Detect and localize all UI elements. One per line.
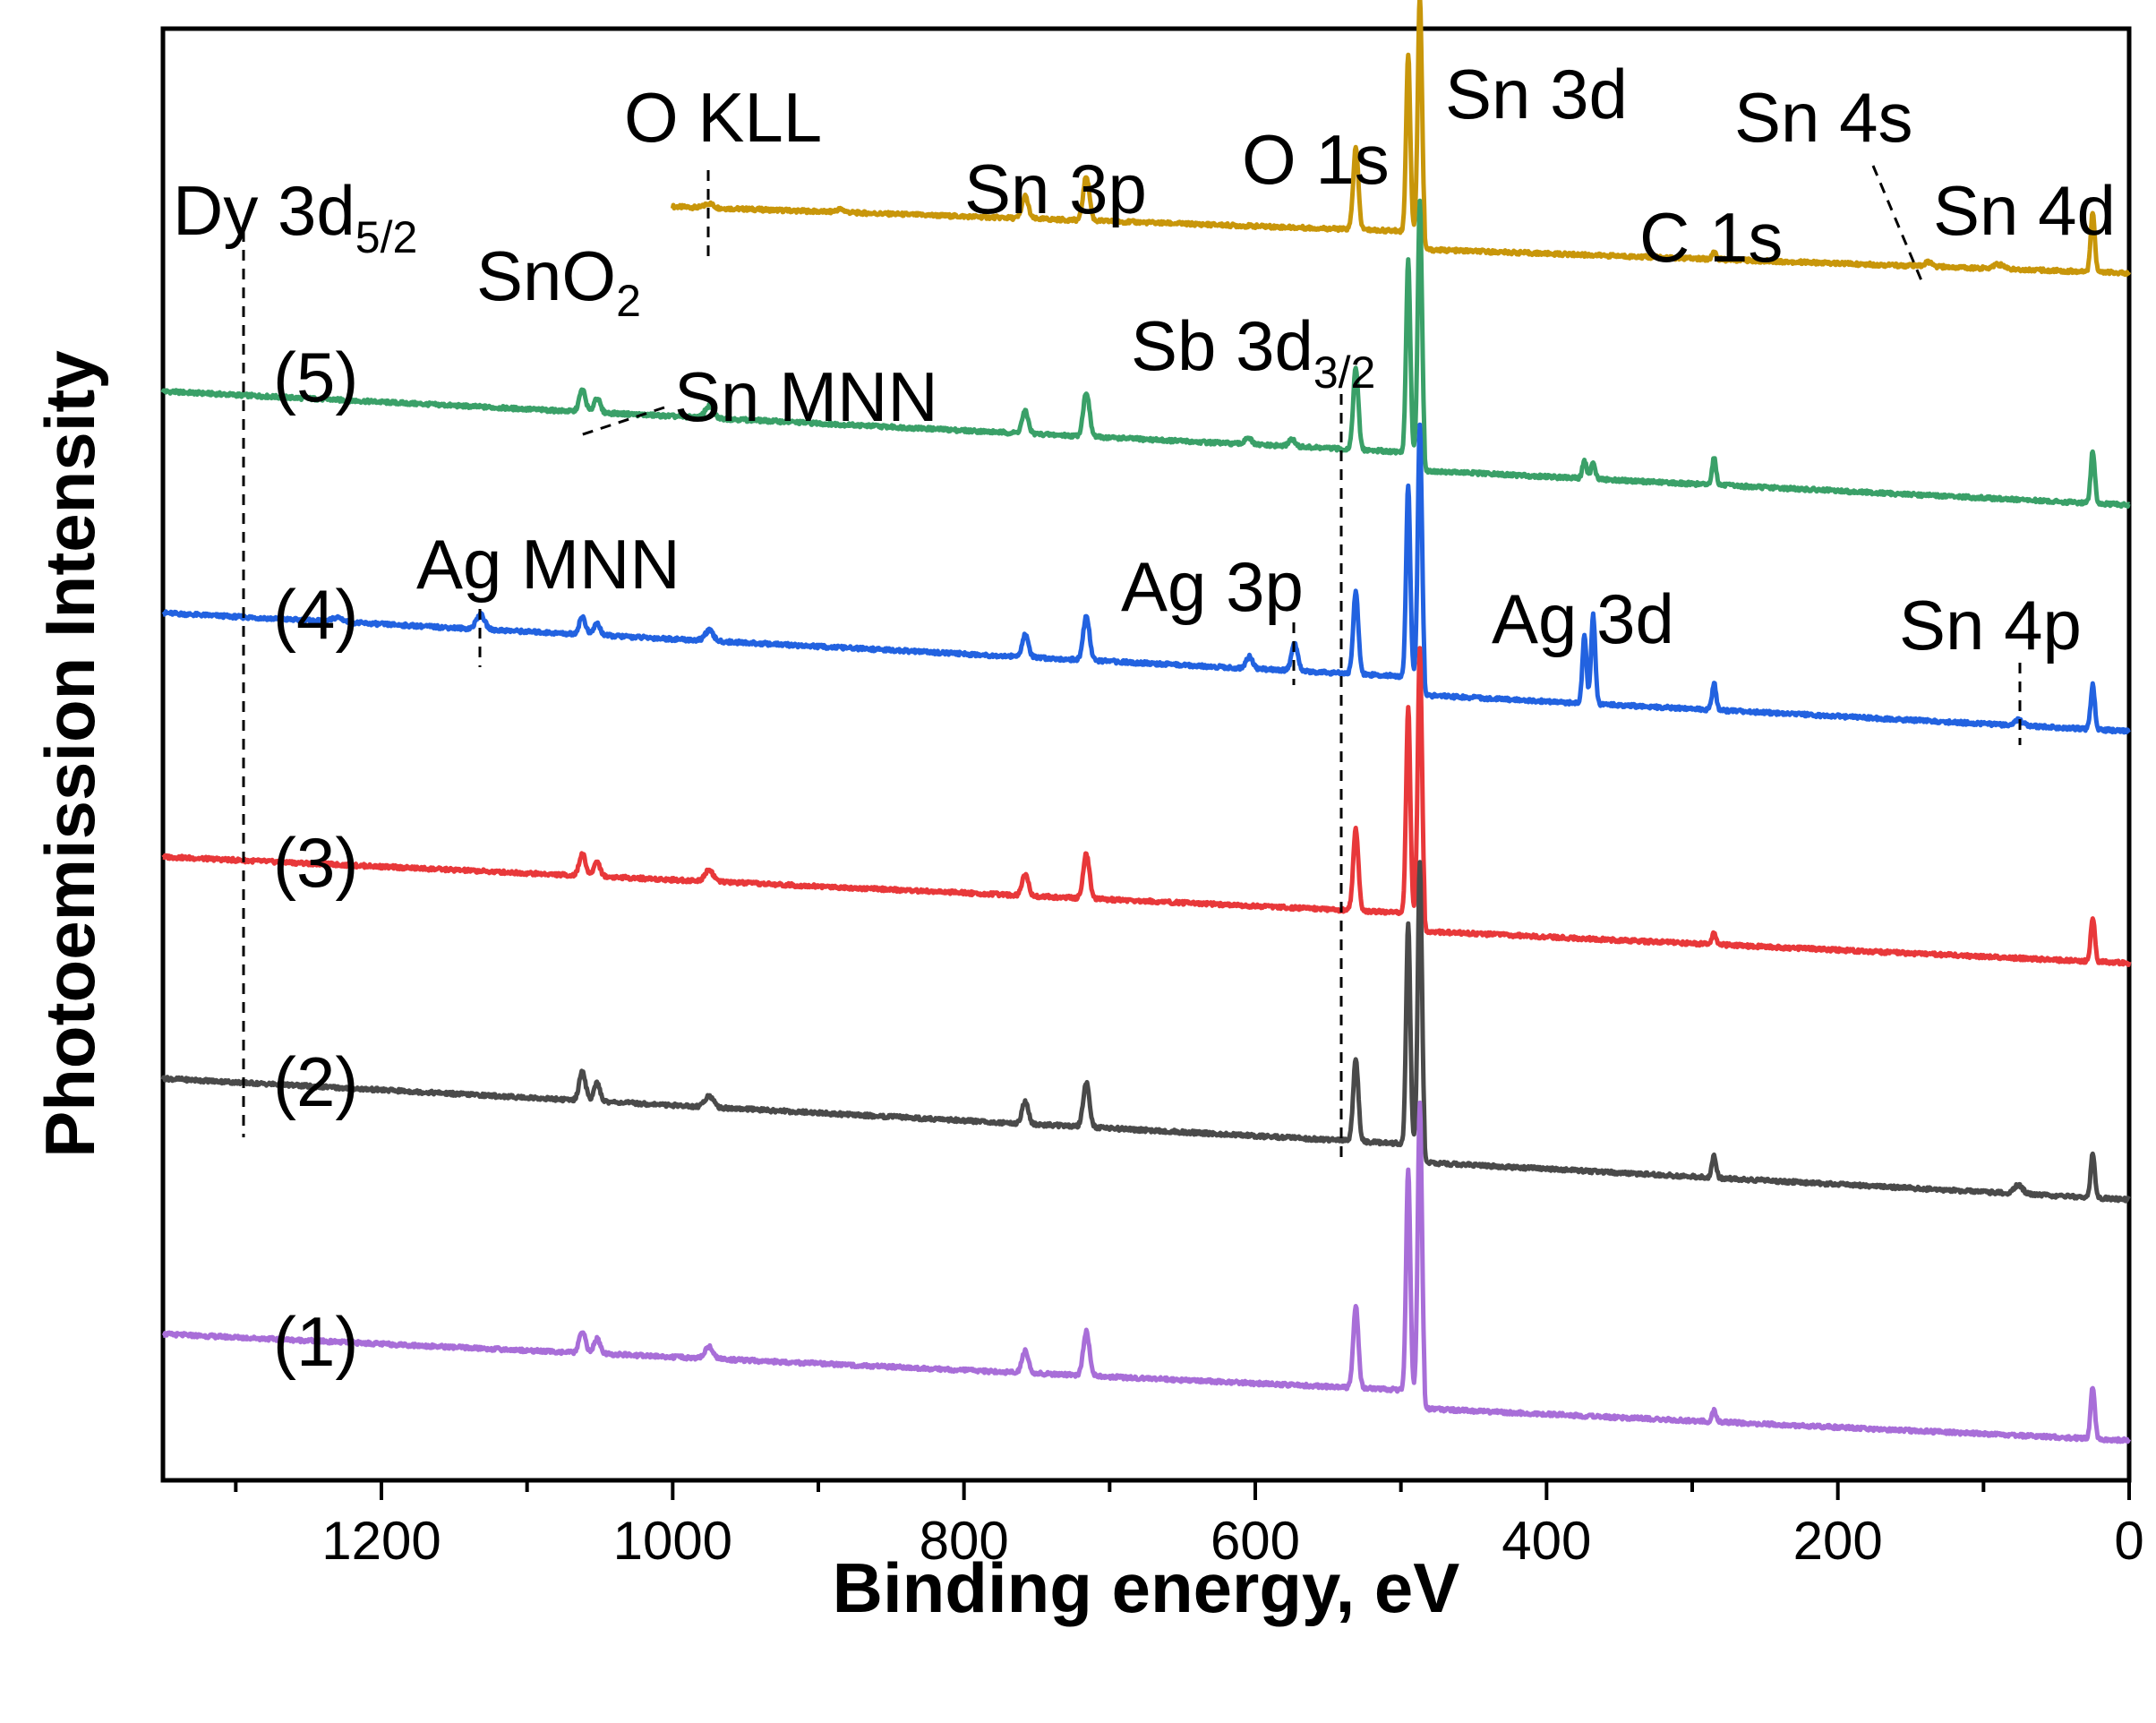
x-axis-ticks: 1200 1000 800 600 400 200 0	[234, 1480, 2144, 1571]
dy-3d52-main: Dy 3d	[173, 171, 355, 250]
series-label-4: (4)	[273, 575, 358, 654]
sno2-main: SnO	[476, 236, 616, 315]
sn-3d-label: Sn 3d	[1445, 55, 1628, 133]
o-1s-label: O 1s	[1242, 120, 1390, 199]
x-tick-label: 600	[1211, 1511, 1300, 1571]
ag-mnn-label: Ag MNN	[416, 525, 680, 604]
dy-3d52-label: Dy 3d5/2	[173, 171, 417, 262]
x-tick-label: 1000	[613, 1511, 732, 1571]
sn-4d-label: Sn 4d	[1933, 171, 2116, 250]
sno2-sub: 2	[616, 276, 641, 326]
sn-mnn-label: Sn MNN	[674, 357, 938, 436]
series-label-3: (3)	[273, 823, 358, 902]
c-1s-label: C 1s	[1639, 198, 1783, 277]
sn-4s-ref-line	[1871, 165, 1925, 286]
ag-3d-label: Ag 3d	[1492, 579, 1674, 658]
sb-3d32-sub: 3/2	[1313, 347, 1376, 398]
o-kll-label: O KLL	[624, 78, 822, 157]
ag-3p-label: Ag 3p	[1121, 547, 1304, 626]
series-line-4	[161, 646, 2132, 967]
series-layer	[160, 0, 2132, 1444]
sn-4p-label: Sn 4p	[1899, 586, 2082, 664]
x-tick-label: 400	[1502, 1511, 1591, 1571]
series-line-6	[161, 1100, 2132, 1444]
x-tick-label: 0	[2114, 1511, 2143, 1571]
series-label-sno2: SnO2	[476, 236, 641, 326]
sb-3d32-main: Sb 3d	[1131, 306, 1313, 385]
series-line-5	[160, 860, 2131, 1204]
sn-4s-label: Sn 4s	[1734, 78, 1912, 157]
x-tick-label: 1200	[321, 1511, 441, 1571]
annotations: O KLL Sn 3p O 1s Sn 3d Sn 4s C 1s Sn 4d …	[173, 55, 2116, 664]
series-label-1: (1)	[273, 1302, 358, 1381]
dy-3d52-sub: 5/2	[355, 212, 418, 262]
series-label-5: (5)	[273, 338, 358, 416]
plot-frame	[160, 26, 2132, 1483]
sn-mnn-ref-line	[577, 406, 665, 438]
x-tick-label: 800	[920, 1511, 1009, 1571]
y-axis-title: Photoemission Intensity	[30, 350, 109, 1157]
series-label-2: (2)	[273, 1042, 358, 1121]
sb-3d32-label: Sb 3d3/2	[1131, 306, 1375, 398]
x-tick-label: 200	[1793, 1511, 1883, 1571]
x-axis-title: Binding energy, eV	[833, 1548, 1460, 1627]
series-line-2	[160, 198, 2131, 510]
series-line-3	[161, 422, 2131, 735]
reference-lines	[242, 165, 2022, 1160]
series-line-1	[670, 0, 2132, 278]
series-labels: SnO2 (5) (4) (3) (2) (1)	[273, 236, 641, 1381]
sn-3p-label: Sn 3p	[964, 150, 1147, 228]
